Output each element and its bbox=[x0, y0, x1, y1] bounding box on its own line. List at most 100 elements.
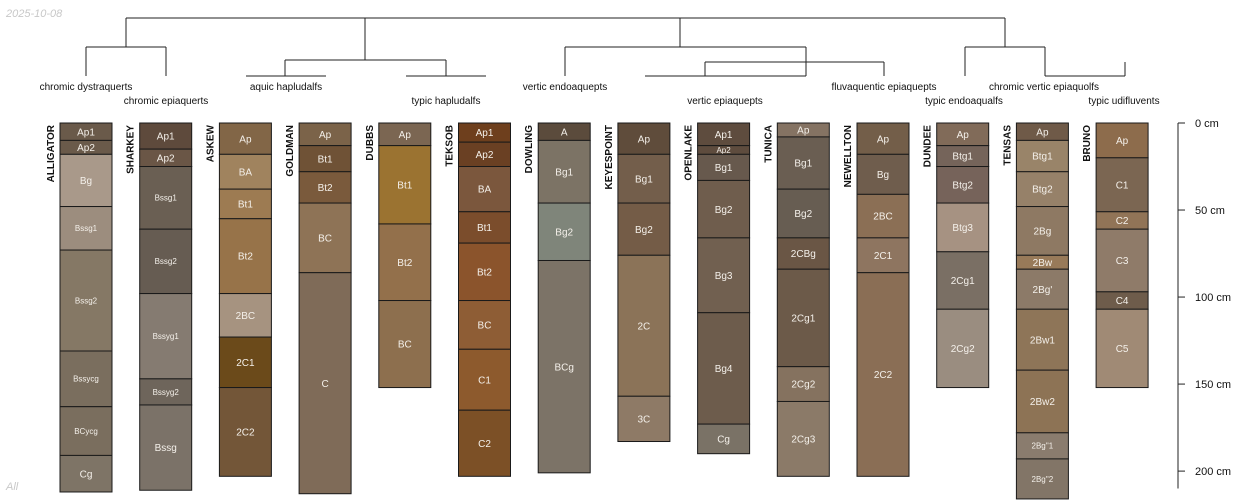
horizon-label: 2CBg bbox=[791, 249, 816, 260]
horizon-label: 2Bg bbox=[1034, 227, 1052, 238]
dendrogram bbox=[85, 17, 1126, 77]
horizon-label: Ap2 bbox=[476, 150, 494, 161]
horizon-label: Bg3 bbox=[715, 271, 733, 282]
horizon-bruno-c1 bbox=[1095, 157, 1149, 213]
horizon-label: Bg2 bbox=[715, 205, 733, 216]
profile-name-label: BRUNO bbox=[1082, 125, 1093, 162]
horizon-label: Ap bbox=[957, 130, 970, 141]
profile-keyespoint: Ap Bg1 Bg2 2C 3C KEYESPOINT bbox=[604, 122, 671, 443]
horizon-label: Ap2 bbox=[77, 143, 95, 154]
horizon-alligator-bssg1 bbox=[59, 206, 113, 251]
horizon-dundee-2cg2 bbox=[936, 308, 990, 389]
horizon-label: Ap1 bbox=[476, 128, 494, 139]
horizon-keyespoint-3c bbox=[617, 395, 671, 443]
class-label-typic-udifluvents: typic udifluvents bbox=[1088, 96, 1159, 107]
horizon-bruno-c3 bbox=[1095, 228, 1149, 293]
horizon-askew-bt1 bbox=[218, 188, 272, 220]
horizon-label: Btg1 bbox=[1032, 152, 1053, 163]
horizon-label: 2C bbox=[638, 321, 651, 332]
horizon-label: BC bbox=[478, 320, 492, 331]
horizon-label: Ap bbox=[399, 130, 412, 141]
horizon-openlake-bg4 bbox=[697, 312, 751, 425]
horizon-label: Btg2 bbox=[952, 180, 973, 191]
horizon-label: Bt2 bbox=[397, 258, 412, 269]
horizon-label: Btg1 bbox=[952, 152, 973, 163]
profile-name-label: ALLIGATOR bbox=[46, 124, 57, 182]
horizon-label: Ap2 bbox=[157, 153, 175, 164]
horizon-label: 2C2 bbox=[874, 370, 893, 381]
horizon-dubbs-bc bbox=[378, 300, 432, 389]
horizon-label: Bg1 bbox=[715, 163, 733, 174]
horizon-teksob-bc bbox=[458, 300, 511, 350]
horizon-label: Btg2 bbox=[1032, 185, 1053, 196]
profile-name-label: TUNICA bbox=[763, 125, 774, 163]
horizon-label: Cg bbox=[80, 469, 93, 480]
horizon-askew-bt2 bbox=[218, 218, 272, 295]
horizon-teksob-c2 bbox=[458, 409, 511, 477]
horizon-label: BCg bbox=[554, 362, 573, 373]
soil-profiles: Ap1Ap2BgBssg1Bssg2BssycgBCycgCgALLIGATOR… bbox=[46, 122, 1149, 500]
horizon-label: 2Bw1 bbox=[1030, 335, 1055, 346]
horizon-label: C1 bbox=[478, 375, 491, 386]
depth-tick-label: 150 cm bbox=[1195, 379, 1231, 391]
horizon-label: BC bbox=[398, 340, 412, 351]
horizon-alligator-bssycg bbox=[59, 350, 113, 408]
horizon-label: Bssg1 bbox=[75, 224, 98, 233]
class-label-typic-endoaqualfs: typic endoaqualfs bbox=[925, 96, 1003, 107]
horizon-tunica-bg1 bbox=[776, 136, 830, 190]
horizon-teksob-bt1 bbox=[458, 211, 511, 244]
horizon-bruno-c5 bbox=[1095, 308, 1149, 389]
horizon-label: C3 bbox=[1116, 256, 1129, 267]
horizon-label: Bg bbox=[80, 176, 92, 187]
profile-sharkey: Ap1 Ap2 Bssg1 Bssg2 Bssyg1 Bssyg2 Bssg SHARKEY bbox=[126, 122, 193, 491]
horizon-openlake-cg bbox=[697, 423, 751, 455]
horizon-label: Btg3 bbox=[952, 223, 973, 234]
horizon-askew-ba bbox=[218, 153, 272, 190]
horizon-tensas-btg1 bbox=[1015, 139, 1069, 173]
horizon-goldman-bt2 bbox=[298, 171, 352, 204]
horizon-sharkey-ap1 bbox=[139, 122, 193, 150]
class-label-chromic-epiaquerts: chromic epiaquerts bbox=[124, 96, 208, 107]
class-label-fluvaquentic-epiaquepts: fluvaquentic epiaquepts bbox=[831, 82, 936, 93]
horizon-alligator-cg bbox=[59, 454, 113, 493]
profile-name-label: SHARKEY bbox=[126, 125, 137, 174]
horizon-label: Bg2 bbox=[635, 225, 653, 236]
horizon-label: 2C2 bbox=[236, 428, 255, 439]
profile-name-label: TEKSOB bbox=[445, 125, 456, 167]
horizon-label: 2Bg''1 bbox=[1032, 442, 1054, 451]
horizon-label: BCycg bbox=[74, 427, 98, 436]
horizon-label: Bssyg2 bbox=[153, 388, 180, 397]
profile-tensas: Ap Btg1 Btg2 2Bg 2Bw 2Bg' 2Bw1 2Bw2 2Bg''1 2Bg''2… bbox=[1002, 122, 1069, 500]
horizon-label: C2 bbox=[478, 439, 491, 450]
horizon-label: Ap bbox=[1036, 127, 1049, 138]
horizon-label: Bssg bbox=[155, 443, 177, 454]
depth-tick-label: 0 cm bbox=[1195, 118, 1219, 130]
horizon-label: Bssg2 bbox=[75, 296, 98, 305]
horizon-dowling-bg1 bbox=[537, 139, 591, 204]
horizon-tunica-bg2 bbox=[776, 188, 830, 239]
horizon-teksob-ap2 bbox=[458, 141, 511, 168]
profile-name-label: DUBBS bbox=[365, 125, 376, 161]
horizon-label: Ap bbox=[797, 126, 810, 137]
profile-bruno: Ap C1 C2 C3 C4 C5 BRUNO bbox=[1082, 122, 1149, 389]
horizon-label: 3C bbox=[638, 414, 651, 425]
profile-dundee: Ap Btg1 Btg2 Btg3 2Cg1 2Cg2 DUNDEE bbox=[923, 122, 990, 389]
horizon-label: 2Bg' bbox=[1033, 285, 1053, 296]
horizon-newellton-ap bbox=[856, 122, 910, 155]
profile-name-label: ASKEW bbox=[205, 124, 216, 162]
horizon-askew-ap bbox=[218, 122, 272, 155]
horizon-label: Ap bbox=[319, 130, 332, 141]
profile-name-label: TENSAS bbox=[1002, 125, 1013, 166]
horizon-label: Bg1 bbox=[794, 159, 812, 170]
horizon-label: 2Cg2 bbox=[951, 344, 975, 355]
horizon-label: 2Bw bbox=[1033, 258, 1053, 269]
class-label-typic-hapludalfs: typic hapludalfs bbox=[412, 96, 481, 107]
horizon-label: BA bbox=[478, 185, 492, 196]
horizon-label: 2Cg1 bbox=[951, 276, 975, 287]
horizon-label: Bg1 bbox=[635, 174, 653, 185]
depth-tick-label: 50 cm bbox=[1195, 205, 1225, 217]
horizon-label: Bt1 bbox=[477, 223, 492, 234]
horizon-label: Bg bbox=[877, 170, 889, 181]
profile-name-label: GOLDMAN bbox=[285, 125, 296, 177]
class-label-vertic-epiaquepts: vertic epiaquepts bbox=[687, 96, 763, 107]
